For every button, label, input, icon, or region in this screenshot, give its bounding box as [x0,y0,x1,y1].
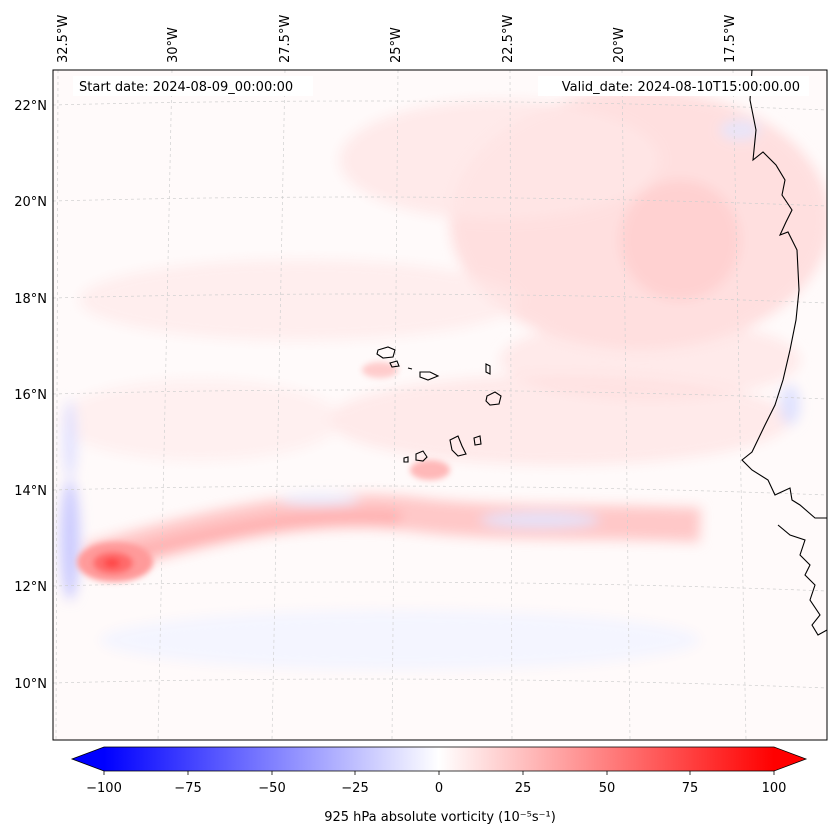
coastlines [376,70,827,636]
island-sao-vicente [389,360,400,368]
lon-label: 20°W [612,27,627,63]
island-santiago [449,435,467,457]
start-date-label: Start date: 2024-08-09_00:00:00 [79,80,293,95]
lat-label: 22°N [14,99,47,114]
lon-label: 32.5°W [56,15,71,63]
colorbar-tick-label: −75 [174,781,201,796]
map-border [52,69,828,741]
island-sao-nicolau [407,367,440,381]
island-brava [403,456,409,463]
colorbar-tick-label: −100 [86,781,122,796]
lat-label: 16°N [14,388,47,403]
colorbar-tick-label: 75 [682,781,699,796]
island-sal [485,363,491,375]
island-fogo [415,450,428,462]
colorbar-title: 925 hPa absolute vorticity (10⁻⁵s⁻¹) [324,810,556,825]
lon-label: 22.5°W [501,15,516,63]
lat-label: 10°N [14,677,47,692]
map-panel: Start date: 2024-08-09_00:00:00 Valid_da… [53,70,827,740]
island-boa-vista [485,391,502,406]
lat-label: 18°N [14,292,47,307]
longitude-labels: 32.5°W 30°W 27.5°W 25°W 22.5°W 20°W 17.5… [56,15,738,63]
start-date-box [73,76,313,96]
lon-label: 25°W [389,27,404,63]
island-santo-antao [376,346,396,359]
colorbar-tick-label: 50 [599,781,616,796]
lat-label: 20°N [14,195,47,210]
colorbar-tick-label: −50 [258,781,285,796]
lat-label: 14°N [14,484,47,499]
valid-date-box [538,76,809,96]
colorbar-tick-label: 100 [762,781,787,796]
lon-label: 17.5°W [723,15,738,63]
african-coastline [741,70,827,636]
lat-label: 12°N [14,580,47,595]
colorbar-gradient [104,747,774,771]
lon-label: 27.5°W [278,15,293,63]
island-maio [473,435,482,446]
colorbar-tick-label: 0 [435,781,443,796]
vorticity-field [60,90,827,670]
valid-date-label: Valid_date: 2024-08-10T15:00:00.00 [562,80,800,95]
colorbar-max-extend [774,747,806,771]
gridlines [53,70,827,740]
lon-label: 30°W [166,27,181,63]
latitude-labels: 22°N 20°N 18°N 16°N 14°N 12°N 10°N [14,99,47,692]
colorbar: −100 −75 −50 −25 0 25 50 75 100 925 hPa … [70,746,808,825]
colorbar-tick-label: 25 [515,781,532,796]
colorbar-min-extend [72,747,104,771]
colorbar-tick-label: −25 [341,781,368,796]
